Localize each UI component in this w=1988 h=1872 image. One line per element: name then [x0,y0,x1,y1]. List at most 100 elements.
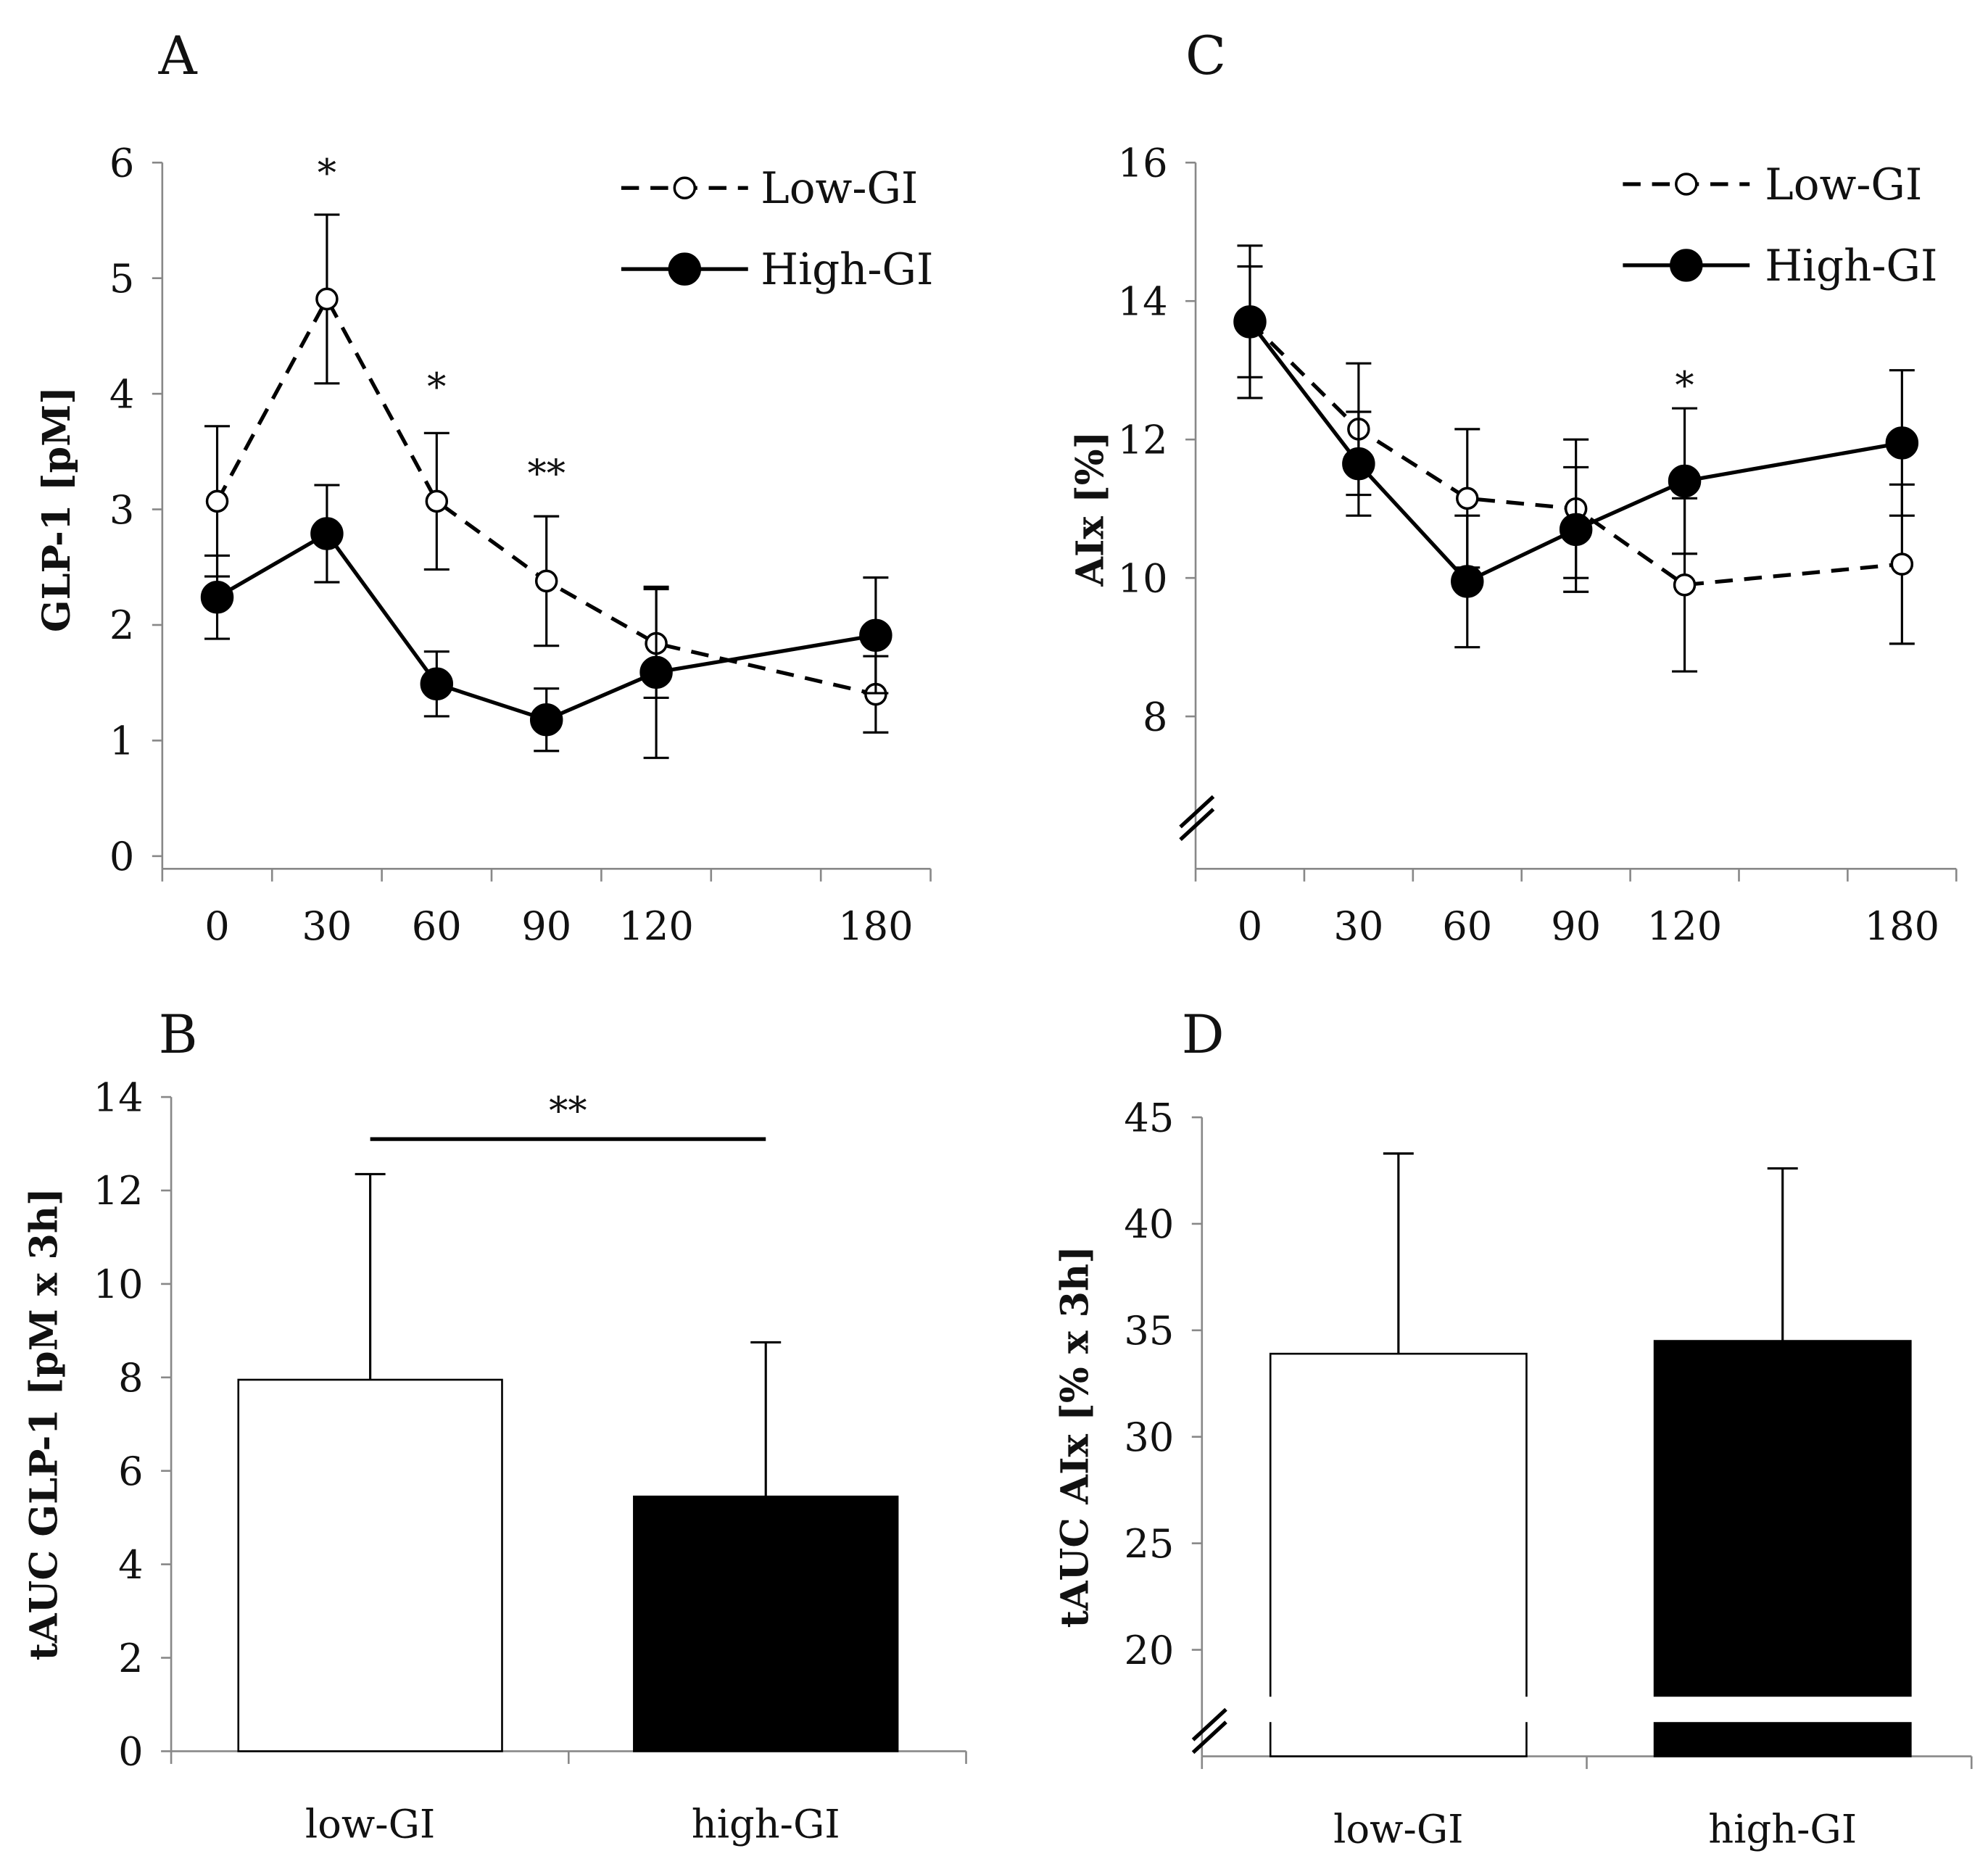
data-point-High-GI [639,655,673,689]
axis-break-mark [1191,1720,1227,1755]
data-point-High-GI [1451,565,1484,598]
data-point-Low-GI [205,489,229,513]
y-tick-label: 30 [1124,1415,1174,1460]
legend-marker [1675,173,1698,196]
panel-label: B [159,1004,198,1066]
y-tick-label: 20 [1124,1628,1174,1673]
bar-low-GI [1269,1352,1528,1757]
data-point-Low-GI [1890,552,1914,576]
data-point-High-GI [859,618,892,653]
x-tick-label: 90 [521,903,571,949]
y-axis-label: AIx [%] [1068,431,1112,587]
data-point-High-GI [1885,426,1919,460]
bar-break-gap [1240,1697,1947,1723]
series-line-High-GI [1248,320,1902,584]
x-tick-label: 90 [1551,903,1601,949]
data-point-Low-GI [1673,573,1697,597]
panel-D: D 20 25 30 35 40 45 tAUC AIx [% x 3h] low-GI high… [1053,1004,1973,1852]
panel-C: C 8 10 12 14 16 0 30 60 90 120 180 AIx [%] Low-GI High… [1068,25,1958,949]
data-point-High-GI [200,580,234,614]
x-tick-label: 30 [1333,903,1383,949]
y-tick-label: 1 [109,718,135,764]
y-tick-label: 0 [109,834,135,879]
panel-B: B 0 2 4 6 8 10 12 14 tAUC GLP-1 [pM x 3h] low-GI hi… [22,1004,967,1847]
data-point-Low-GI [534,569,558,593]
x-tick-label: 180 [838,903,913,949]
series-line-High-GI [216,531,877,722]
y-tick-label: 8 [1143,694,1168,740]
legend-label: High-GI [761,245,933,295]
y-tick-label: 10 [1118,555,1168,601]
y-tick-label: 14 [1118,278,1168,324]
x-tick-label: 60 [1442,903,1492,949]
series-line-Low-GI [1248,320,1902,587]
y-axis-label: tAUC AIx [% x 3h] [1053,1246,1097,1628]
y-tick-label: 45 [1124,1095,1174,1140]
y-axis-label: GLP-1 [pM] [35,386,79,632]
y-tick-label: 4 [118,1542,144,1588]
x-tick-label: low-GI [305,1801,435,1847]
y-tick-label: 6 [109,141,135,186]
y-tick-label: 3 [109,487,135,533]
y-tick-label: 14 [94,1074,144,1120]
panel-label: D [1182,1004,1225,1066]
x-tick-label: low-GI [1333,1806,1463,1852]
x-tick-label: 180 [1865,903,1939,949]
data-point-Low-GI [315,287,339,311]
significance-marker: ** [527,452,565,496]
bar-low-GI [237,1378,503,1752]
data-point-High-GI [1559,513,1593,547]
significance-marker: * [318,152,336,196]
x-tick-label: high-GI [692,1801,840,1847]
significance-marker: * [1675,364,1694,408]
legend-label: High-GI [1765,241,1937,291]
y-tick-label: 16 [1118,141,1168,186]
significance-marker: ** [549,1089,587,1133]
y-tick-label: 2 [109,602,135,648]
axis-break-mark [1179,808,1215,842]
y-tick-label: 8 [118,1355,144,1401]
significance-marker: * [427,365,446,410]
series-line-Low-GI [215,294,877,697]
y-tick-label: 6 [118,1449,144,1494]
axis-break-mark [1179,795,1215,829]
data-point-Low-GI [1456,486,1479,510]
data-point-High-GI [420,667,454,701]
y-tick-label: 10 [94,1262,144,1307]
legend-marker [673,176,697,199]
axis-break-mark [1191,1707,1227,1741]
data-point-High-GI [529,703,563,737]
y-tick-label: 2 [118,1636,144,1681]
data-point-High-GI [310,517,344,550]
legend-label: Low-GI [761,164,918,214]
x-tick-label: 0 [204,903,230,949]
data-point-High-GI [1233,305,1267,339]
y-tick-label: 0 [118,1729,144,1775]
x-tick-label: 60 [412,903,462,949]
y-tick-label: 12 [94,1168,144,1214]
x-tick-label: 30 [302,903,352,949]
legend-marker [668,252,702,286]
x-tick-label: high-GI [1708,1806,1857,1852]
y-tick-label: 4 [109,371,135,417]
data-point-High-GI [1342,447,1375,481]
x-tick-label: 0 [1238,903,1262,949]
legend-marker [1670,249,1703,282]
bar-high-GI [633,1495,899,1752]
x-tick-label: 120 [618,903,693,949]
x-tick-label: 120 [1647,903,1722,949]
panel-label: C [1185,25,1226,87]
y-tick-label: 40 [1124,1201,1174,1247]
y-tick-label: 12 [1118,417,1168,463]
y-tick-label: 35 [1124,1308,1174,1354]
data-point-High-GI [1668,464,1702,498]
y-tick-label: 25 [1124,1521,1174,1567]
y-tick-label: 5 [109,256,135,302]
bar-high-GI [1653,1340,1912,1757]
y-axis-label: tAUC GLP-1 [pM x 3h] [22,1188,67,1660]
data-point-Low-GI [425,489,449,513]
panel-label: A [158,25,198,87]
legend-label: Low-GI [1765,160,1922,210]
